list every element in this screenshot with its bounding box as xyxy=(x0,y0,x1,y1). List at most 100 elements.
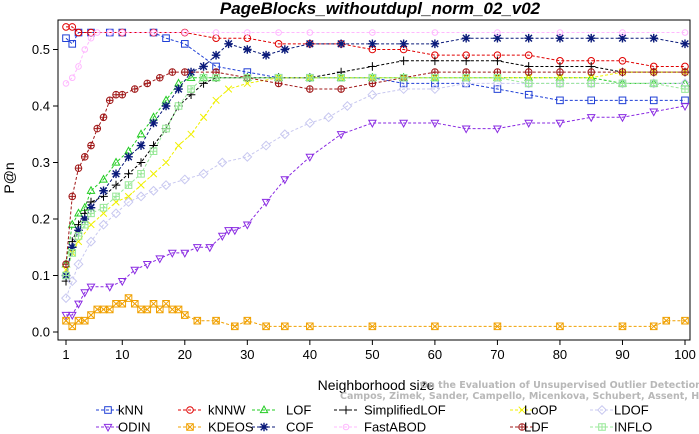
point-ldf-3 xyxy=(80,153,89,161)
point-ldof-12 xyxy=(217,157,228,168)
x-tick-label-30: 30 xyxy=(240,347,254,362)
point-ldof-6 xyxy=(123,197,134,208)
point-kdeos-14 xyxy=(149,299,158,308)
point-knn-0 xyxy=(62,34,70,43)
point-ldof-16 xyxy=(304,117,315,128)
point-kdeos-1 xyxy=(68,322,77,331)
point-cof-16 xyxy=(243,45,252,54)
point-odin-25 xyxy=(461,125,471,134)
point-odin-12 xyxy=(192,244,202,253)
watermark-line-2: Campos, Zimek, Sander, Campello, Micenko… xyxy=(340,391,699,402)
legend-label-odin: ODIN xyxy=(118,420,151,434)
legend-label-knn: kNN xyxy=(118,403,143,418)
legend-marker-odin xyxy=(103,423,113,432)
point-simplifiedlof-7 xyxy=(124,169,133,179)
point-loop-3 xyxy=(87,220,95,229)
series-cof xyxy=(61,33,690,280)
point-ldf-8 xyxy=(112,90,120,99)
legend-item-kdeos: KDEOS xyxy=(178,420,254,434)
point-cof-18 xyxy=(280,45,290,54)
y-tick-label-0.1: 0.1 xyxy=(32,268,50,283)
legend-marker-fastabod xyxy=(342,423,350,431)
legend-item-knnw: kNNW xyxy=(178,403,246,418)
point-odin-6 xyxy=(117,278,127,287)
point-simplifiedlof-19 xyxy=(368,62,377,71)
point-kdeos-16 xyxy=(162,299,170,308)
point-ldof-22 xyxy=(461,78,472,89)
point-odin-23 xyxy=(399,119,409,128)
x-tick-label-60: 60 xyxy=(428,347,442,362)
point-ldof-19 xyxy=(367,89,378,100)
point-cof-19 xyxy=(305,39,315,49)
point-odin-17 xyxy=(242,221,252,230)
point-cof-6 xyxy=(111,169,121,179)
y-tick-label-0: 0.0 xyxy=(32,325,50,340)
point-lof-6 xyxy=(111,157,121,166)
point-inflo-12 xyxy=(187,85,195,93)
point-ldof-1 xyxy=(67,276,78,287)
plot-area xyxy=(61,23,690,331)
y-tick-label-0.3: 0.3 xyxy=(32,155,50,170)
point-ldf-28 xyxy=(618,68,627,76)
point-lof-1 xyxy=(67,219,77,228)
point-ldf-18 xyxy=(306,85,314,93)
point-odin-13 xyxy=(205,244,215,253)
point-inflo-25 xyxy=(556,79,564,88)
point-inflo-29 xyxy=(681,85,689,93)
point-ldof-15 xyxy=(279,129,290,140)
point-ldf-13 xyxy=(168,68,177,76)
point-ldof-7 xyxy=(136,191,147,202)
point-cof-22 xyxy=(399,39,408,49)
legend-marker-ldf xyxy=(518,423,526,431)
point-cof-11 xyxy=(174,84,183,94)
point-kdeos-6 xyxy=(99,305,108,314)
point-inflo-28 xyxy=(649,79,658,88)
point-cof-28 xyxy=(586,33,596,43)
legend-label-inflo: INFLO xyxy=(614,420,652,434)
point-knn-20 xyxy=(556,96,564,105)
point-kdeos-3 xyxy=(80,316,89,325)
point-kdeos-33 xyxy=(662,316,671,325)
point-odin-15 xyxy=(224,227,234,236)
point-kdeos-8 xyxy=(112,299,120,308)
point-knnw-20 xyxy=(618,57,627,65)
point-cof-30 xyxy=(649,33,659,43)
point-kdeos-19 xyxy=(180,311,189,319)
point-simplifiedlof-23 xyxy=(493,56,502,66)
point-fastabod-4 xyxy=(87,34,95,42)
point-ldof-13 xyxy=(242,151,253,162)
legend-label-kdeos: KDEOS xyxy=(208,420,254,434)
point-loop-10 xyxy=(174,141,183,150)
point-ldf-30 xyxy=(681,68,689,76)
point-inflo-20 xyxy=(399,73,408,82)
point-ldf-11 xyxy=(143,79,152,88)
point-ldf-7 xyxy=(105,96,114,105)
legend-label-lof: LOF xyxy=(286,403,311,418)
point-kdeos-10 xyxy=(124,294,133,302)
point-inflo-22 xyxy=(462,73,470,82)
point-ldof-23 xyxy=(492,78,503,89)
legend-marker-knn xyxy=(104,406,112,414)
point-kdeos-11 xyxy=(130,299,139,308)
point-simplifiedlof-20 xyxy=(399,56,408,66)
point-odin-24 xyxy=(430,119,440,128)
point-cof-17 xyxy=(261,50,271,60)
point-cof-8 xyxy=(136,141,146,150)
y-tick-label-0.5: 0.5 xyxy=(32,42,50,57)
legend-label-knnw: kNNW xyxy=(208,403,246,418)
point-fastabod-7 xyxy=(118,29,126,36)
point-kdeos-28 xyxy=(431,322,439,331)
point-ldf-25 xyxy=(524,68,533,76)
point-inflo-16 xyxy=(274,73,283,82)
point-odin-2 xyxy=(74,300,83,309)
legend-marker-knnw xyxy=(186,406,194,414)
point-odin-22 xyxy=(367,119,377,128)
point-odin-8 xyxy=(142,261,152,270)
point-kdeos-9 xyxy=(118,299,127,308)
point-cof-3 xyxy=(80,214,90,224)
point-lof-12 xyxy=(186,72,196,81)
point-kdeos-15 xyxy=(155,305,164,314)
point-loop-12 xyxy=(199,113,208,121)
legend-label-simplifiedlof: SimplifiedLOF xyxy=(364,403,446,418)
